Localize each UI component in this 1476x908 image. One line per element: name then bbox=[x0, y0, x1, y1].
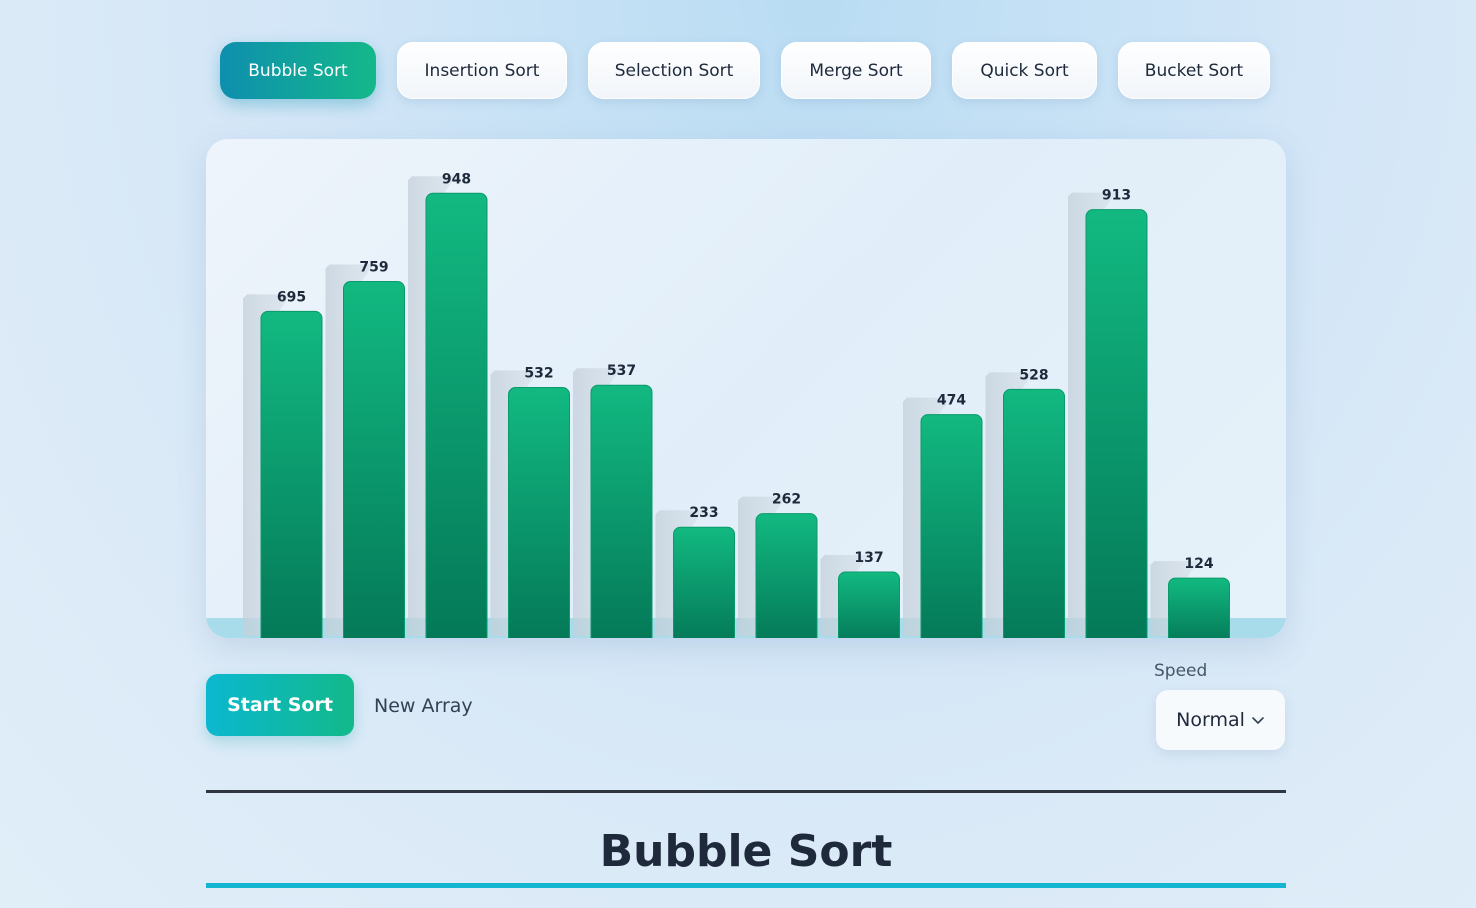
tab-selection-sort[interactable]: Selection Sort bbox=[588, 42, 760, 99]
bar-chart: 695 759 948 532 537 233 262 137 474 528 913 124 bbox=[206, 171, 1286, 638]
bar-shadow bbox=[243, 294, 291, 636]
chart-bar bbox=[260, 310, 323, 638]
tab-insertion-sort[interactable]: Insertion Sort bbox=[397, 42, 567, 99]
chart-bar bbox=[590, 384, 653, 638]
bar-shadow bbox=[985, 372, 1034, 636]
speed-select[interactable]: Normal bbox=[1156, 690, 1285, 750]
tab-merge-sort[interactable]: Merge Sort bbox=[781, 42, 931, 99]
bar-shadow bbox=[490, 370, 539, 636]
bar-value-label: 137 bbox=[854, 550, 883, 566]
section-divider bbox=[206, 790, 1286, 793]
bar-value-label: 233 bbox=[689, 505, 718, 521]
speed-label: Speed bbox=[1154, 661, 1208, 681]
bar-shadow bbox=[655, 510, 704, 636]
chart-bar bbox=[673, 526, 735, 638]
start-sort-button[interactable]: Start Sort bbox=[206, 674, 354, 736]
bar-value-label: 695 bbox=[277, 289, 306, 305]
title-underline bbox=[206, 883, 1286, 888]
chart-bar bbox=[425, 192, 488, 638]
bar-shadow bbox=[1150, 561, 1199, 636]
bar-value-label: 124 bbox=[1184, 556, 1213, 572]
algorithm-title: Bubble Sort bbox=[599, 826, 893, 877]
chart-bar bbox=[920, 414, 983, 638]
bar-value-label: 532 bbox=[524, 366, 553, 382]
chart-bar bbox=[1168, 577, 1230, 638]
bar-shadow bbox=[325, 264, 374, 636]
bar-chart-panel: 695 759 948 532 537 233 262 137 474 528 913 124 bbox=[206, 139, 1286, 638]
new-array-button[interactable]: New Array bbox=[374, 695, 473, 717]
bar-value-label: 537 bbox=[607, 363, 636, 379]
tab-bubble-sort[interactable]: Bubble Sort bbox=[220, 42, 376, 99]
chart-bar bbox=[343, 281, 405, 638]
bar-value-label: 913 bbox=[1102, 188, 1131, 204]
bar-shadow bbox=[820, 555, 869, 636]
bar-shadow bbox=[1068, 192, 1116, 636]
bar-shadow bbox=[573, 368, 621, 636]
tab-bucket-sort[interactable]: Bucket Sort bbox=[1118, 42, 1270, 99]
algorithm-tabs: Bubble Sort Insertion Sort Selection Sor… bbox=[0, 42, 1476, 100]
chart-bar bbox=[1085, 209, 1148, 638]
bar-value-label: 759 bbox=[359, 260, 388, 276]
bar-value-label: 262 bbox=[772, 492, 801, 508]
tab-quick-sort[interactable]: Quick Sort bbox=[952, 42, 1097, 99]
bar-shadow bbox=[903, 397, 951, 636]
bar-value-label: 528 bbox=[1019, 367, 1048, 383]
chart-bar bbox=[838, 571, 900, 638]
bar-value-label: 474 bbox=[937, 393, 966, 409]
bar-shadow bbox=[738, 496, 786, 636]
chart-bar bbox=[508, 387, 570, 638]
bar-shadow bbox=[408, 176, 456, 636]
chevron-down-icon bbox=[1252, 717, 1264, 724]
chart-bar bbox=[755, 513, 818, 638]
chart-bar bbox=[1003, 388, 1065, 638]
speed-value: Normal bbox=[1176, 709, 1245, 731]
bar-value-label: 948 bbox=[442, 171, 471, 187]
